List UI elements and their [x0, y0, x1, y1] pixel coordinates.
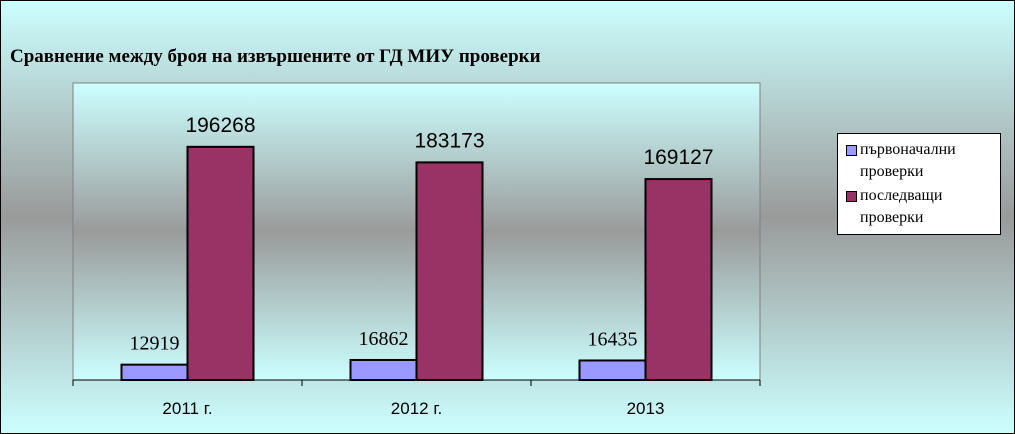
- x-tick-label: 2012 г.: [391, 399, 442, 418]
- data-label: 16435: [588, 328, 638, 350]
- x-tick-label: 2013: [627, 399, 665, 418]
- chart-title: Сравнение между броя на извършените от Г…: [10, 46, 541, 67]
- legend-label: последващи проверки: [860, 187, 943, 226]
- data-label: 196268: [185, 114, 255, 137]
- legend-item: първоначални проверки: [846, 139, 996, 183]
- legend-label: първоначални проверки: [860, 141, 956, 180]
- bar: [349, 358, 418, 382]
- legend: първоначални проверки последващи проверки: [837, 133, 1001, 235]
- data-label: 169127: [643, 146, 713, 169]
- data-label: 16862: [359, 328, 409, 350]
- bar: [120, 363, 189, 381]
- bar: [644, 178, 713, 381]
- bar: [186, 145, 255, 381]
- legend-swatch: [846, 191, 857, 202]
- data-label: 12919: [130, 333, 180, 355]
- legend-item: последващи проверки: [846, 185, 996, 229]
- bar: [578, 359, 647, 381]
- x-tick-label: 2011 г.: [162, 399, 212, 418]
- bar: [415, 161, 484, 381]
- data-label: 183173: [414, 129, 484, 152]
- legend-swatch: [846, 145, 857, 156]
